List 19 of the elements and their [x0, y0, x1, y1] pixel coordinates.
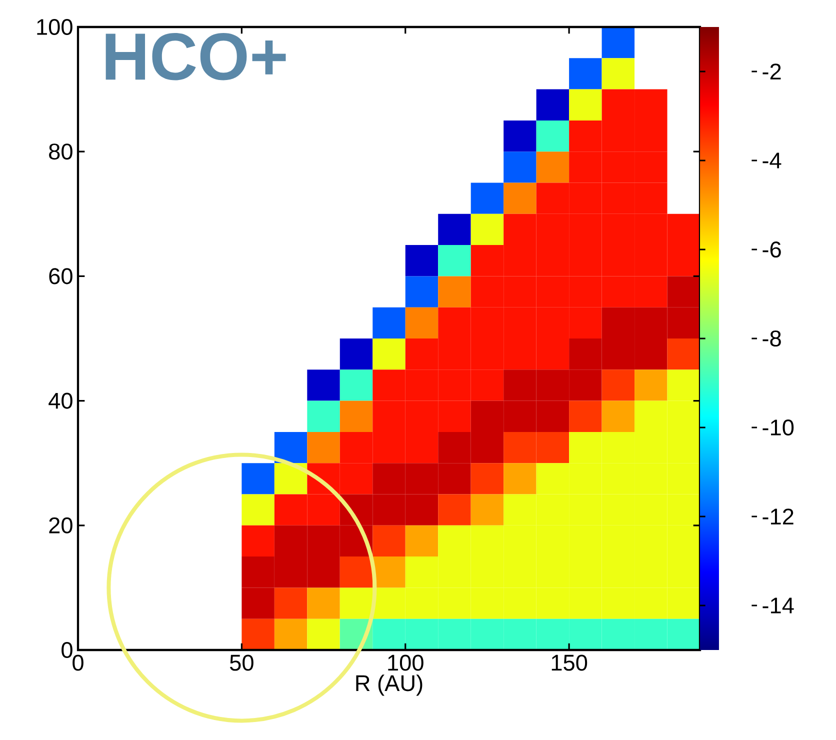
x-tick-label: 50 [230, 654, 254, 671]
y-tick-label: 40 [48, 392, 72, 409]
color-bar-label: -2 [762, 64, 781, 80]
chart-title: HCO+ [106, 33, 286, 80]
color-bar-label: -10 [762, 419, 794, 436]
x-tick-label: 150 [552, 654, 588, 671]
color-bar-label: -6 [762, 241, 781, 258]
x-axis-title: R (AU) [356, 674, 422, 696]
color-bar-label: -14 [762, 598, 794, 614]
color-bar-label: -8 [762, 330, 781, 347]
x-tick-label: 100 [388, 654, 424, 671]
color-bar-label: -12 [762, 508, 794, 524]
y-tick-label: 80 [49, 144, 72, 160]
y-tick-label: 20 [49, 517, 72, 534]
color-bar-label: -4 [762, 152, 782, 168]
y-tick-label: 100 [37, 18, 72, 36]
y-tick-label: 60 [49, 268, 72, 284]
y-tick-label: 0 [62, 642, 72, 658]
x-tick-label: 0 [72, 654, 84, 671]
